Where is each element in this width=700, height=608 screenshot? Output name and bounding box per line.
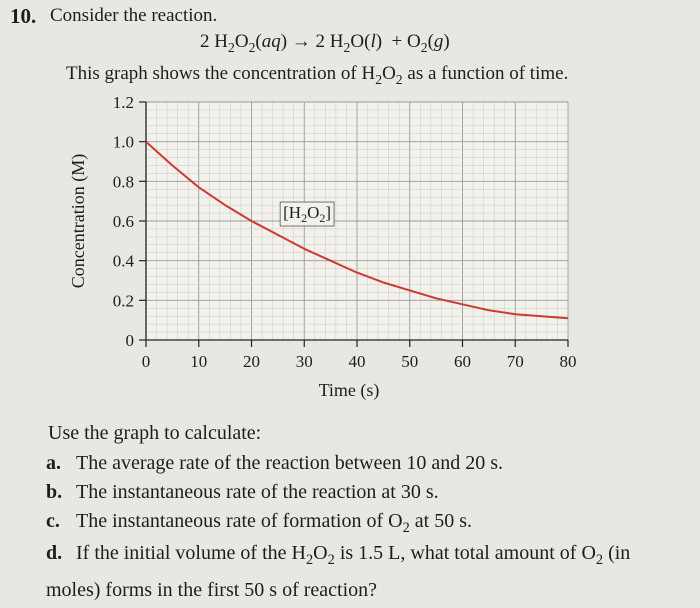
x-tick-label: 60 xyxy=(454,352,471,371)
tasks-intro: Use the graph to calculate: xyxy=(48,422,262,444)
task-c-label: c. xyxy=(46,510,60,532)
y-tick-label: 0.8 xyxy=(113,172,134,191)
task-b-text: The instantaneous rate of the reaction a… xyxy=(76,481,439,503)
question-number: 10. xyxy=(10,4,37,28)
labels: 0 0.2 0.4 0.6 0.8 1.0 1.2 0 10 20 30 40 50 60 70 80 Time… xyxy=(68,93,577,401)
x-tick-label: 70 xyxy=(507,352,524,371)
task-d-label: d. xyxy=(46,542,63,564)
x-tick-label: 40 xyxy=(349,352,366,371)
x-tick-label: 0 xyxy=(142,352,151,371)
task-a-text: The average rate of the reaction between… xyxy=(76,452,504,474)
x-tick-label: 20 xyxy=(243,352,260,371)
task-c: c. The instantaneous rate of formation of… xyxy=(46,510,472,537)
curve-annotation: [H2O2] xyxy=(283,203,331,225)
y-tick-label: 1.2 xyxy=(113,93,134,112)
x-tick-label: 30 xyxy=(296,352,313,371)
task-d-text: If the initial volume of the H2O2 is 1.5… xyxy=(46,542,631,601)
y-tick-label: 0 xyxy=(126,331,135,350)
y-tick-label: 0.4 xyxy=(113,252,135,271)
task-a: a. The average rate of the reaction betwe… xyxy=(46,452,503,475)
x-axis-label: Time (s) xyxy=(319,380,380,401)
y-tick-label: 0.6 xyxy=(113,212,134,231)
question-prompt: Consider the reaction. xyxy=(50,5,218,26)
reaction-equation: 2 H2O2(aq) → 2 H2O(l) + O2(g) xyxy=(200,31,450,55)
concentration-chart: 0 0.2 0.4 0.6 0.8 1.0 1.2 0 10 20 30 40 50 60 70 80 Time… xyxy=(68,93,577,401)
x-tick-label: 80 xyxy=(560,352,577,371)
x-tick-label: 50 xyxy=(401,352,418,371)
series xyxy=(145,140,569,320)
y-tick-label: 0.2 xyxy=(113,291,134,310)
task-b-label: b. xyxy=(46,481,63,503)
graph-description: This graph shows the concentration of H2… xyxy=(66,63,569,87)
task-b: b. The instantaneous rate of the reaction… xyxy=(46,481,439,504)
y-tick-label: 1.0 xyxy=(113,133,134,152)
y-axis-label: Concentration (M) xyxy=(68,154,89,288)
task-a-label: a. xyxy=(46,452,61,474)
task-d: d. If the initial volume of the H2O2 is 1… xyxy=(46,538,656,605)
curve-annotation-box xyxy=(279,201,335,227)
grid xyxy=(145,101,569,341)
x-tick-label: 10 xyxy=(190,352,207,371)
task-c-text: The instantaneous rate of formation of O… xyxy=(76,510,472,536)
